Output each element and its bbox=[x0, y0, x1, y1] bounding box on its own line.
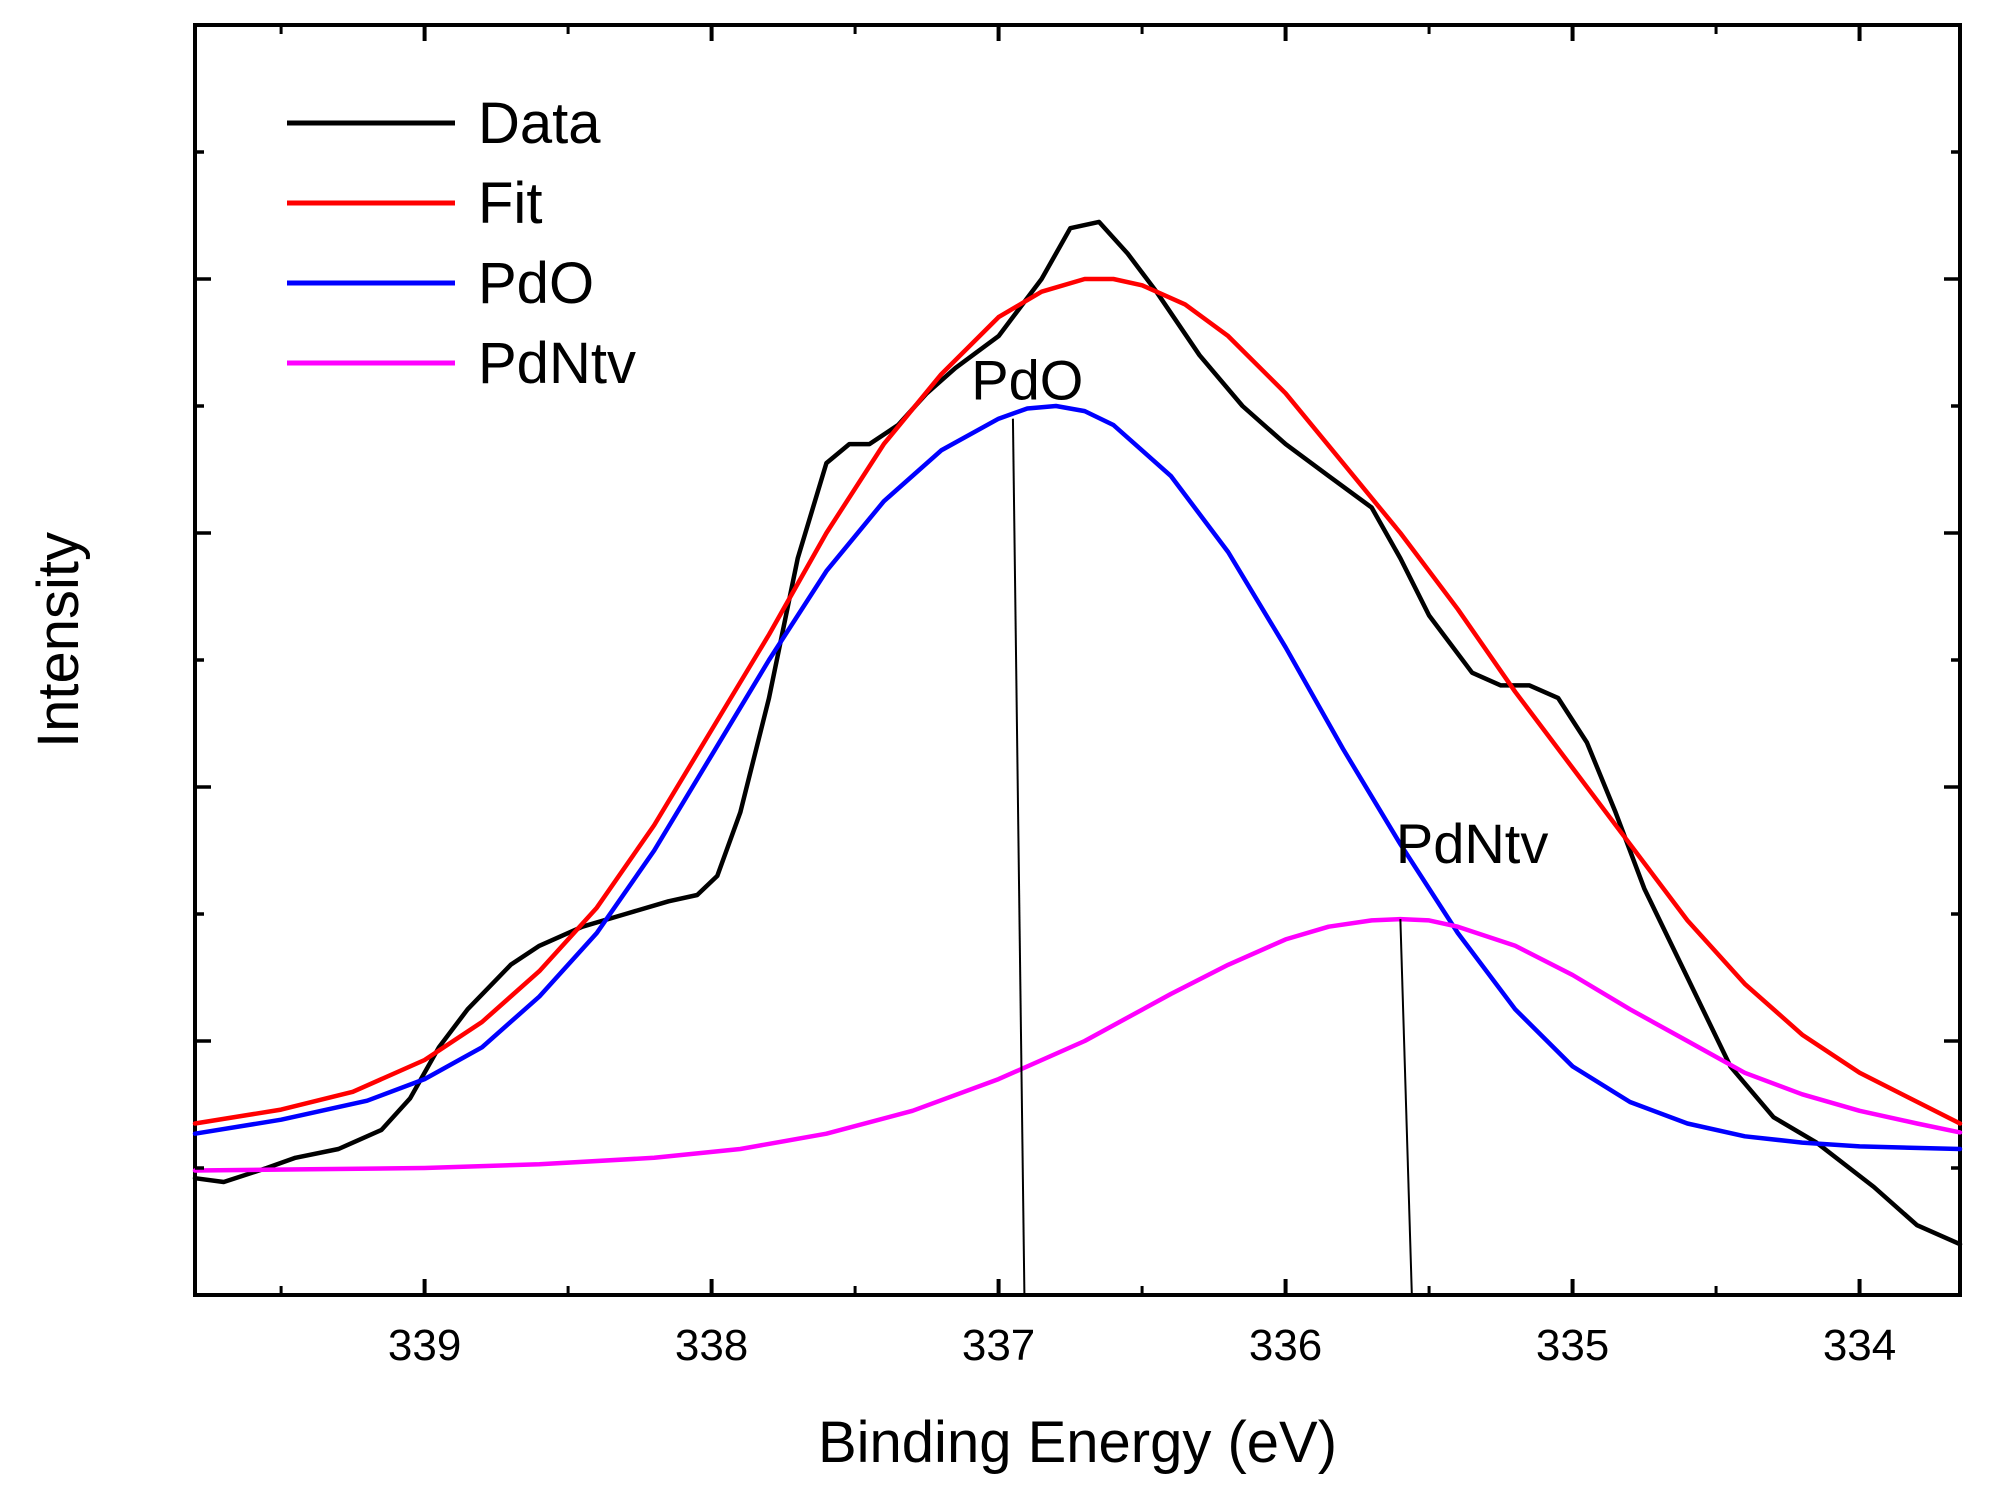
x-tick-label: 334 bbox=[1823, 1321, 1896, 1370]
peak-label-pdntv: PdNtv bbox=[1396, 812, 1549, 875]
x-tick-label: 338 bbox=[675, 1321, 748, 1370]
peak-label-pdo: PdO bbox=[971, 349, 1083, 412]
annotation-layer: PdO PdNtv bbox=[971, 349, 1549, 1296]
x-tick-label: 336 bbox=[1249, 1321, 1322, 1370]
plot-border bbox=[193, 23, 1962, 1297]
legend: Data Fit PdO PdNtv bbox=[287, 91, 636, 396]
peak-marker-line-pdo bbox=[1011, 418, 1026, 1296]
x-axis-title: Binding Energy (eV) bbox=[818, 1410, 1337, 1475]
peak-marker-line-pdntv bbox=[1399, 919, 1413, 1296]
series-line-data bbox=[192, 219, 1963, 1247]
x-tick-label: 337 bbox=[962, 1321, 1035, 1370]
legend-label-fit: Fit bbox=[478, 171, 542, 236]
legend-label-pdntv: PdNtv bbox=[478, 331, 636, 396]
x-tick-label: 335 bbox=[1536, 1321, 1609, 1370]
legend-label-pdo: PdO bbox=[478, 251, 594, 316]
series-line-pdo bbox=[192, 403, 1963, 1152]
series-line-fit bbox=[192, 276, 1963, 1126]
axes-layer: 339 338 337 336 335 334 bbox=[195, 23, 1960, 1370]
y-axis-title: Intensity bbox=[26, 532, 91, 748]
series-layer bbox=[192, 219, 1963, 1247]
legend-label-data: Data bbox=[478, 91, 601, 156]
x-tick-label: 339 bbox=[388, 1321, 461, 1370]
series-line-pdntv bbox=[192, 916, 1963, 1173]
plot-frame bbox=[193, 23, 1962, 1297]
